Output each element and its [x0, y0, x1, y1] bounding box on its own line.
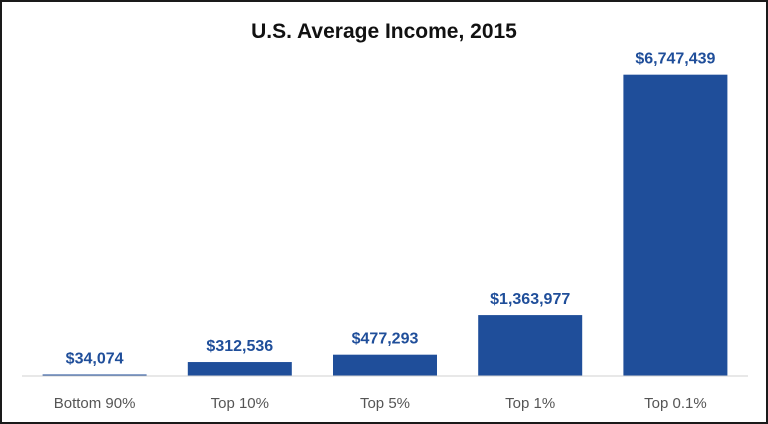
bar-1: [187, 362, 292, 376]
bar-2: [333, 354, 437, 376]
value-label-0: $34,074: [66, 350, 124, 367]
category-label-0: Bottom 90%: [54, 395, 136, 412]
category-label-1: Top 10%: [211, 395, 269, 412]
bar-4: [623, 74, 728, 376]
value-label-2: $477,293: [352, 331, 419, 348]
value-label-1: $312,536: [206, 338, 273, 355]
category-label-4: Top 0.1%: [644, 395, 707, 412]
value-label-3: $1,363,977: [490, 291, 570, 308]
category-labels: Bottom 90% Top 10% Top 5% Top 1% Top 0.1%: [54, 395, 707, 412]
category-label-2: Top 5%: [360, 395, 410, 412]
bar-3: [478, 315, 583, 376]
bar-0: [42, 374, 147, 376]
bars-group: $34,074 $312,536 $477,293 $1,363,977 $6,747,…: [42, 51, 728, 376]
category-label-3: Top 1%: [505, 395, 555, 412]
chart-title: U.S. Average Income, 2015: [251, 20, 517, 43]
value-label-4: $6,747,439: [635, 51, 715, 68]
